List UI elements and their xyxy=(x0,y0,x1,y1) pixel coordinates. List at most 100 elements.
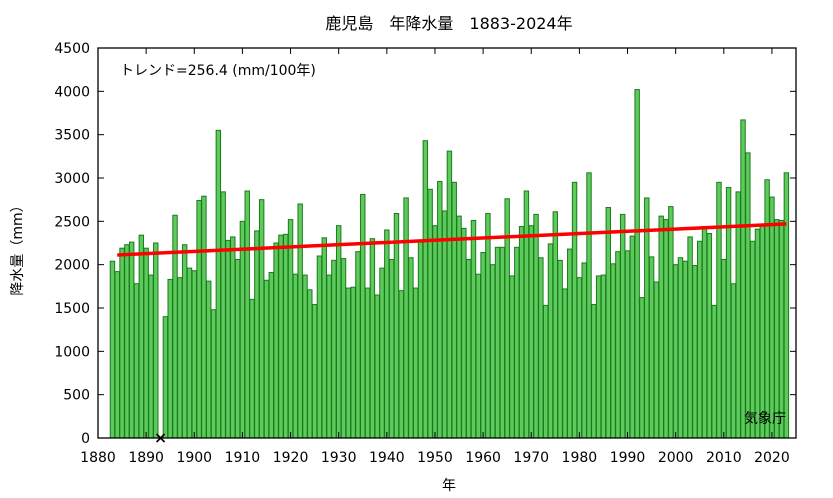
y-tick-label: 3500 xyxy=(54,128,90,144)
bar-1952 xyxy=(441,210,448,439)
x-tick-label: 1940 xyxy=(369,450,405,466)
x-tick-label: 2000 xyxy=(658,450,694,466)
bar-1945 xyxy=(408,257,414,439)
bar-1917 xyxy=(273,242,279,439)
bar-1991 xyxy=(629,235,636,439)
bar-1891 xyxy=(148,274,154,439)
bar-1902 xyxy=(201,195,207,439)
bar-1957 xyxy=(465,258,472,439)
bar-1956 xyxy=(461,227,467,439)
bar-1965 xyxy=(504,198,510,439)
bar-1936 xyxy=(364,287,371,439)
bar-1888 xyxy=(133,283,140,439)
bar-1913 xyxy=(254,230,260,439)
bar-1997 xyxy=(658,215,664,439)
x-tick-label: 1930 xyxy=(321,450,357,466)
y-tick-label: 4000 xyxy=(54,84,90,100)
bar-1948 xyxy=(422,140,429,439)
bar-1931 xyxy=(340,258,347,439)
y-tick-label: 2500 xyxy=(54,214,90,230)
y-tick-label: 1500 xyxy=(54,301,90,317)
x-axis-label: 年 xyxy=(442,478,456,494)
bar-1939 xyxy=(379,267,385,439)
bar-1989 xyxy=(619,213,626,439)
bar-1958 xyxy=(470,219,477,439)
bar-1894 xyxy=(162,316,169,439)
y-tick-label: 3000 xyxy=(54,171,90,187)
bar-1925 xyxy=(311,304,318,439)
bar-1930 xyxy=(335,225,342,439)
bar-1943 xyxy=(398,290,404,439)
x-tick-label: 1900 xyxy=(176,450,212,466)
bar-1912 xyxy=(249,298,255,439)
bar-2018 xyxy=(759,225,766,439)
bar-1985 xyxy=(600,274,607,439)
x-tick-label: 2020 xyxy=(754,450,790,466)
bar-1934 xyxy=(355,251,361,439)
bar-1974 xyxy=(547,243,554,439)
bar-1944 xyxy=(403,197,409,439)
bar-1915 xyxy=(263,279,270,439)
bar-1996 xyxy=(653,281,660,439)
bars-group xyxy=(109,89,790,443)
bar-1885 xyxy=(119,247,125,439)
bar-1960 xyxy=(480,252,486,439)
bar-1895 xyxy=(167,278,173,439)
plot-frame xyxy=(97,47,797,439)
y-tick-label: 4500 xyxy=(54,41,90,57)
bar-2019 xyxy=(764,179,770,439)
source-label: 気象庁 xyxy=(744,411,786,427)
x-tick-label: 1950 xyxy=(417,450,453,466)
bar-1972 xyxy=(538,257,544,439)
bar-2004 xyxy=(692,265,698,439)
bar-1967 xyxy=(514,246,520,439)
bar-1886 xyxy=(124,244,130,439)
bar-1955 xyxy=(456,215,462,439)
bar-2016 xyxy=(749,240,756,439)
bar-1980 xyxy=(576,277,583,439)
x-tick-label: 1960 xyxy=(465,450,501,466)
bar-1953 xyxy=(446,150,453,439)
bar-2006 xyxy=(701,226,708,439)
bar-1933 xyxy=(350,286,356,439)
x-tick-label: 1980 xyxy=(562,450,598,466)
bar-1920 xyxy=(287,219,294,439)
x-tick-label: 1920 xyxy=(273,450,309,466)
bar-1932 xyxy=(345,287,352,439)
bar-1971 xyxy=(533,213,539,439)
bar-1921 xyxy=(292,273,299,439)
bar-1904 xyxy=(210,309,217,439)
bar-1959 xyxy=(475,273,482,439)
bar-1975 xyxy=(552,211,559,439)
bar-1973 xyxy=(542,304,549,439)
bar-1994 xyxy=(644,197,650,439)
bar-1883 xyxy=(109,260,116,439)
bar-1922 xyxy=(297,203,303,439)
axes-group: 0 500 1000 1500 2000 2500 3000 3500 4000 4500 1880… xyxy=(54,41,797,466)
bar-1983 xyxy=(591,304,597,439)
bar-1901 xyxy=(196,200,202,439)
bar-1900 xyxy=(191,270,197,439)
bar-1919 xyxy=(283,233,289,439)
bar-2003 xyxy=(687,236,693,439)
bar-1976 xyxy=(557,259,563,439)
bar-1897 xyxy=(177,277,183,439)
bar-2010 xyxy=(721,258,727,439)
bar-1981 xyxy=(581,262,587,439)
bar-1998 xyxy=(663,219,669,439)
y-tick-label: 500 xyxy=(63,388,90,404)
bar-1937 xyxy=(369,238,376,439)
bar-1941 xyxy=(388,258,395,439)
bar-1966 xyxy=(509,275,515,439)
bar-1982 xyxy=(586,172,592,439)
bar-1889 xyxy=(138,234,145,439)
bar-1927 xyxy=(321,237,327,439)
bar-1892 xyxy=(153,242,159,439)
bar-2009 xyxy=(716,181,722,439)
bar-1906 xyxy=(220,191,226,439)
bar-1923 xyxy=(302,274,308,439)
bar-1929 xyxy=(331,259,337,439)
bar-1898 xyxy=(181,244,188,439)
x-tick-label: 1890 xyxy=(128,450,164,466)
trend-group xyxy=(117,222,787,257)
